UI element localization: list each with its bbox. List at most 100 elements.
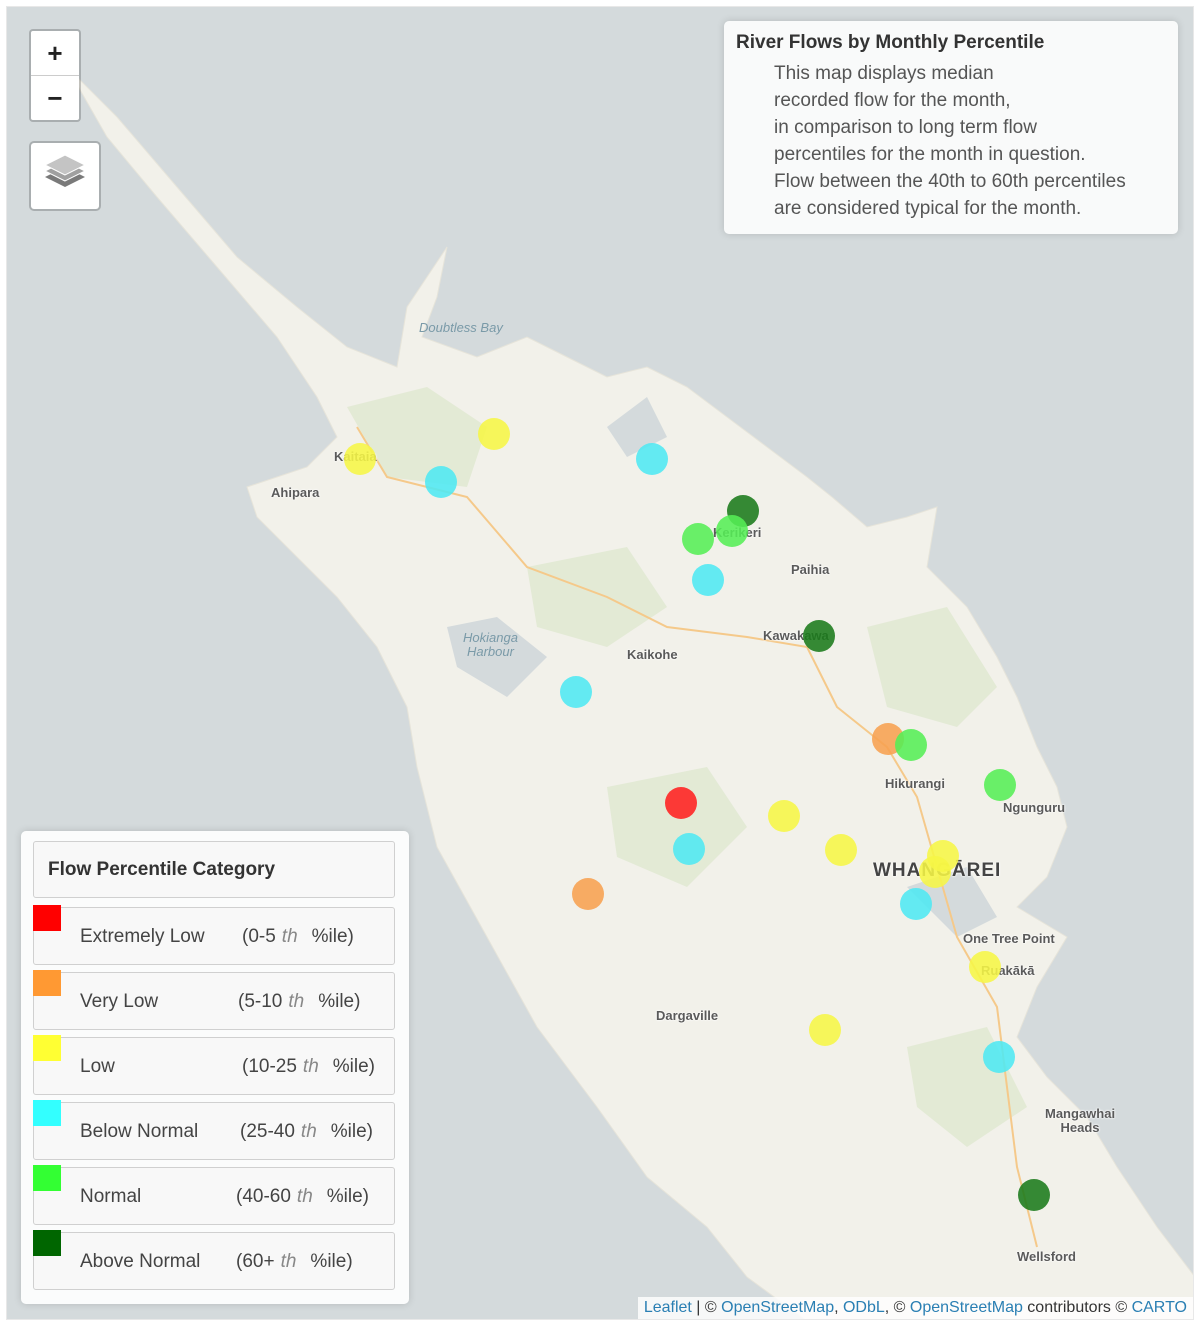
legend-range: (0-5 th %ile)	[242, 926, 354, 948]
legend-range-value: (60+	[236, 1251, 275, 1272]
flow-site-marker[interactable]	[560, 676, 592, 708]
legend-row: Above Normal (60+ th %ile)	[33, 1230, 395, 1290]
flow-site-marker[interactable]	[984, 769, 1016, 801]
flow-site-marker[interactable]	[803, 620, 835, 652]
place-label: Kaikohe	[627, 647, 678, 662]
legend-unit: %ile)	[326, 1186, 370, 1207]
flow-site-marker[interactable]	[636, 443, 668, 475]
carto-link[interactable]: CARTO	[1131, 1299, 1187, 1316]
legend-range: (10-25 th %ile)	[242, 1056, 375, 1078]
place-label: Wellsford	[1017, 1249, 1076, 1264]
zoom-control: + −	[29, 29, 81, 122]
flow-site-marker[interactable]	[692, 564, 724, 596]
water-inlet	[447, 617, 547, 697]
flow-site-marker[interactable]	[983, 1041, 1015, 1073]
legend-range: (40-60 th %ile)	[236, 1186, 369, 1208]
forest	[527, 547, 667, 647]
info-line: recorded flow for the month,	[774, 90, 1011, 111]
legend-range-value: (40-60	[236, 1186, 291, 1207]
land	[66, 66, 1193, 1319]
legend-label: Very Low	[80, 991, 159, 1012]
legend-row: Very Low (5-10 th %ile)	[33, 970, 395, 1030]
info-line: in comparison to long term flow	[774, 117, 1037, 138]
flow-site-marker[interactable]	[673, 833, 705, 865]
info-title: River Flows by Monthly Percentile	[736, 32, 1045, 53]
forest	[867, 607, 997, 727]
legend-label: Below Normal	[80, 1121, 199, 1142]
flow-site-marker[interactable]	[572, 878, 604, 910]
place-label: Paihia	[791, 562, 830, 577]
legend-row: Normal (40-60 th %ile)	[33, 1165, 395, 1225]
attribution: Leaflet | © OpenStreetMap, ODbL, © OpenS…	[637, 1297, 1193, 1319]
osm-contributors-link[interactable]: OpenStreetMap	[909, 1299, 1023, 1316]
info-line: Flow between the 40th to 60th percentile…	[774, 171, 1126, 192]
zoom-out-button[interactable]: −	[47, 83, 63, 113]
zoom-divider	[31, 75, 79, 76]
odbl-link[interactable]: ODbL	[842, 1299, 885, 1316]
water-inlet	[607, 397, 667, 457]
legend-swatch	[33, 970, 61, 996]
attrib-sep: | ©	[691, 1299, 722, 1316]
place-label: One Tree Point	[963, 931, 1055, 946]
legend-range-value: (10-25	[242, 1056, 297, 1077]
legend-th: th	[300, 1121, 317, 1142]
flow-site-marker[interactable]	[1018, 1179, 1050, 1211]
flow-site-marker[interactable]	[665, 787, 697, 819]
zoom-in-button[interactable]: +	[47, 38, 63, 68]
legend-row: Extremely Low (0-5 th %ile)	[33, 905, 395, 965]
flow-site-marker[interactable]	[344, 443, 376, 475]
place-label: Hikurangi	[885, 776, 945, 791]
flow-site-marker[interactable]	[682, 523, 714, 555]
legend-unit: %ile)	[310, 1251, 353, 1272]
flow-site-marker[interactable]	[919, 856, 951, 888]
flow-site-marker[interactable]	[900, 888, 932, 920]
legend-unit: %ile)	[311, 926, 354, 947]
flow-site-marker[interactable]	[716, 515, 748, 547]
layers-button[interactable]	[29, 141, 101, 211]
flow-site-marker[interactable]	[425, 466, 457, 498]
legend-th: th	[288, 991, 305, 1012]
legend-label: Extremely Low	[80, 926, 205, 947]
attrib-sep: ,	[834, 1299, 843, 1316]
place-label: Ahipara	[271, 485, 320, 500]
osm-link[interactable]: OpenStreetMap	[721, 1299, 835, 1316]
legend-label: Normal	[80, 1186, 142, 1207]
forest	[607, 767, 747, 887]
place-label: Mangawhai Heads	[1045, 1106, 1116, 1135]
legend-range-value: (25-40	[240, 1121, 295, 1142]
flow-site-marker[interactable]	[825, 834, 857, 866]
flow-site-marker[interactable]	[478, 418, 510, 450]
legend-label: Above Normal	[80, 1251, 201, 1272]
place-label: Ngunguru	[1003, 800, 1066, 815]
legend-swatch	[33, 1100, 61, 1126]
attrib-sep: , ©	[884, 1299, 910, 1316]
legend-th: th	[296, 1186, 313, 1207]
info-line: are considered typical for the month.	[774, 198, 1082, 219]
legend-swatch	[33, 1165, 61, 1191]
legend-row: Below Normal (25-40 th %ile)	[33, 1100, 395, 1160]
legend-range: (60+ th %ile)	[236, 1251, 353, 1273]
forest	[347, 387, 487, 487]
place-label: Doubtless Bay	[419, 320, 503, 335]
legend-row: Low (10-25 th %ile)	[33, 1035, 395, 1095]
leaflet-link[interactable]: Leaflet	[643, 1299, 692, 1316]
info-line: percentiles for the month in question.	[774, 144, 1086, 165]
legend-label: Low	[80, 1056, 115, 1077]
layers-icon	[43, 154, 87, 187]
legend-th: th	[302, 1056, 319, 1077]
flow-site-marker[interactable]	[768, 800, 800, 832]
legend-range-value: (0-5	[242, 926, 276, 947]
legend-range: (5-10 th %ile)	[238, 991, 360, 1013]
legend-th: th	[281, 926, 298, 947]
legend-swatch	[33, 1035, 61, 1061]
legend-swatch	[33, 1230, 61, 1256]
legend-unit: %ile)	[318, 991, 361, 1012]
legend-unit: %ile)	[332, 1056, 376, 1077]
attrib-sep: contributors ©	[1022, 1299, 1132, 1316]
info-body: This map displays median recorded flow f…	[774, 60, 1166, 222]
flow-site-marker[interactable]	[969, 951, 1001, 983]
flow-site-marker[interactable]	[809, 1014, 841, 1046]
road	[356, 426, 1038, 1248]
place-label: Dargaville	[656, 1008, 719, 1023]
flow-site-marker[interactable]	[895, 729, 927, 761]
